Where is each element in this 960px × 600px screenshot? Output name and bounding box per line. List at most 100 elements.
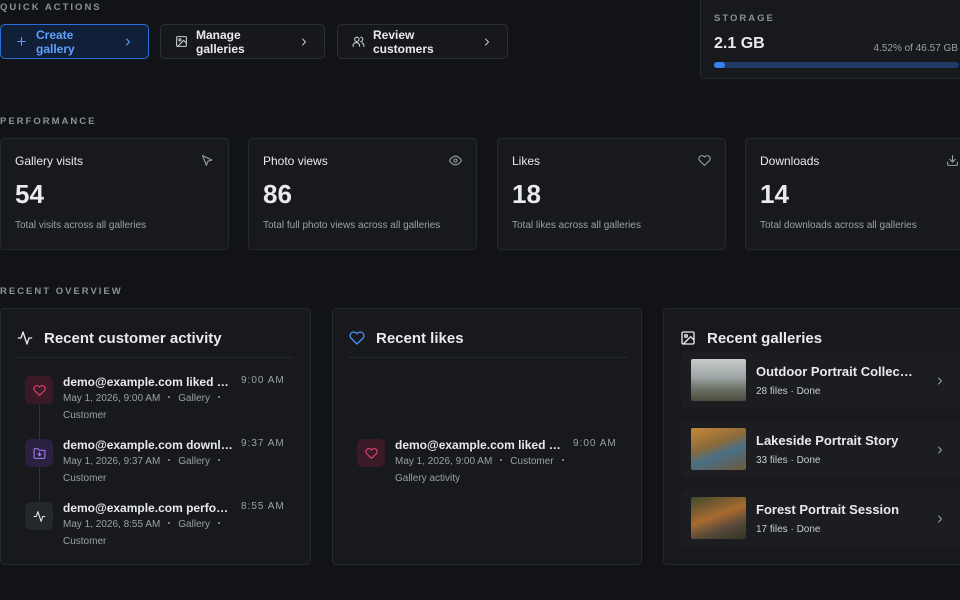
meta-item: May 1, 2026, 8:55 AM <box>63 519 178 530</box>
storage-used: 2.1 GB <box>714 35 765 52</box>
icon <box>175 35 188 48</box>
icon-svg <box>698 155 711 166</box>
icon-svg <box>938 515 942 523</box>
panel-title: Recent customer activity <box>44 330 222 347</box>
activity-icon <box>25 376 53 404</box>
meta-item: May 1, 2026, 9:00 AM <box>395 456 510 467</box>
stat-caption: Total full photo views across all galler… <box>263 220 441 231</box>
activity-time: 9:37 AM <box>241 438 285 449</box>
activity-meta: May 1, 2026, 9:00 AM Gallery Customer <box>63 393 263 421</box>
activity-icon <box>25 502 53 530</box>
gallery-row[interactable]: Lakeside Portrait Story 33 files · Done <box>681 420 960 478</box>
meta-item: Gallery <box>178 456 228 467</box>
meta-item: Gallery <box>178 519 228 530</box>
stat-card: Gallery visits 54 Total visits across all … <box>0 138 229 250</box>
icon-svg <box>938 377 942 385</box>
gallery-meta: 28 files · Done <box>756 386 821 397</box>
icon <box>481 36 493 48</box>
action-button[interactable]: Manage galleries <box>160 24 325 59</box>
activity-time: 9:00 AM <box>241 375 285 386</box>
meta-item: Customer <box>63 410 107 421</box>
panel-title: Recent likes <box>376 330 464 347</box>
activity-meta: May 1, 2026, 8:55 AM Gallery Customer <box>63 519 263 547</box>
icon <box>680 330 696 351</box>
stat-value: 14 <box>760 179 789 209</box>
stat-caption: Total downloads across all galleries <box>760 220 917 231</box>
icon <box>934 443 946 461</box>
stat-caption: Total visits across all galleries <box>15 220 147 231</box>
action-button[interactable]: Review customers <box>337 24 508 59</box>
activity-icon <box>25 439 53 467</box>
icon-svg <box>938 446 942 454</box>
gallery-name: Outdoor Portrait Collec… <box>756 364 913 379</box>
stat-card: Photo views 86 Total full photo views acro… <box>248 138 477 250</box>
gallery-row[interactable]: Outdoor Portrait Collec… 28 files · Done <box>681 351 960 409</box>
icon <box>15 35 28 48</box>
icon <box>946 154 959 172</box>
divider <box>16 357 293 358</box>
activity-text: demo@example.com downl… <box>63 438 233 452</box>
activity-icon <box>357 439 385 467</box>
action-button[interactable]: Create gallery <box>0 24 149 59</box>
section-title: RECENT OVERVIEW <box>0 286 123 297</box>
icon-svg <box>364 447 378 459</box>
stat-value: 54 <box>15 179 44 209</box>
icon-svg <box>302 38 306 45</box>
icon-svg <box>17 37 26 46</box>
panel-title: Recent galleries <box>707 330 823 347</box>
activity-text: demo@example.com liked … <box>395 438 561 452</box>
stat-title: Likes <box>512 154 541 168</box>
icon-svg <box>352 36 365 47</box>
icon <box>934 512 946 530</box>
icon-svg <box>17 331 33 345</box>
storage-title: STORAGE <box>714 13 775 24</box>
activity-time: 8:55 AM <box>241 501 285 512</box>
icon <box>934 374 946 392</box>
icon-svg <box>33 447 45 459</box>
panel: Recent likes demo@example.com liked … 9:00… <box>332 308 642 565</box>
icon <box>122 36 134 48</box>
gallery-meta: 17 files · Done <box>756 524 821 535</box>
storage-track <box>714 62 959 68</box>
panel: Recent galleries Outdoor Portrait Collec…… <box>663 308 960 565</box>
button-label: Manage galleries <box>196 27 245 56</box>
gallery-thumbnail <box>691 497 746 539</box>
meta-item: Gallery activity <box>395 473 461 484</box>
panel: Recent customer activity demo@example.com… <box>0 308 311 565</box>
button-label: Create gallery <box>36 27 75 56</box>
activity-text: demo@example.com liked … <box>63 375 229 389</box>
icon <box>17 330 33 351</box>
stat-title: Downloads <box>760 154 820 168</box>
icon <box>298 36 310 48</box>
meta-item: Gallery <box>178 393 228 404</box>
icon-svg <box>33 510 45 522</box>
divider <box>348 357 628 358</box>
gallery-meta: 33 files · Done <box>756 455 821 466</box>
section-title: QUICK ACTIONS <box>0 2 102 13</box>
icon-svg <box>126 38 130 45</box>
stat-value: 18 <box>512 179 541 209</box>
meta-item: Customer <box>63 473 107 484</box>
meta-item: May 1, 2026, 9:37 AM <box>63 456 178 467</box>
activity-meta: May 1, 2026, 9:37 AM Gallery Customer <box>63 456 263 484</box>
icon-svg <box>681 331 695 345</box>
meta-item: May 1, 2026, 9:00 AM <box>63 393 178 404</box>
stat-title: Photo views <box>263 154 328 168</box>
icon-svg <box>32 384 46 396</box>
icon <box>352 35 365 48</box>
gallery-thumbnail <box>691 428 746 470</box>
section-title: PERFORMANCE <box>0 116 97 127</box>
icon <box>698 154 711 172</box>
stat-caption: Total likes across all galleries <box>512 220 641 231</box>
storage-fill <box>714 62 726 68</box>
storage-usage-label: 4.52% of 46.57 GB <box>873 43 958 54</box>
icon <box>449 154 462 172</box>
icon-svg <box>202 155 213 166</box>
gallery-row[interactable]: Forest Portrait Session 17 files · Done <box>681 489 960 547</box>
stat-card: Likes 18 Total likes across all galleries <box>497 138 726 250</box>
activity-time: 9:00 AM <box>573 438 617 449</box>
stat-value: 86 <box>263 179 292 209</box>
stat-card: Downloads 14 Total downloads across all ga… <box>745 138 960 250</box>
